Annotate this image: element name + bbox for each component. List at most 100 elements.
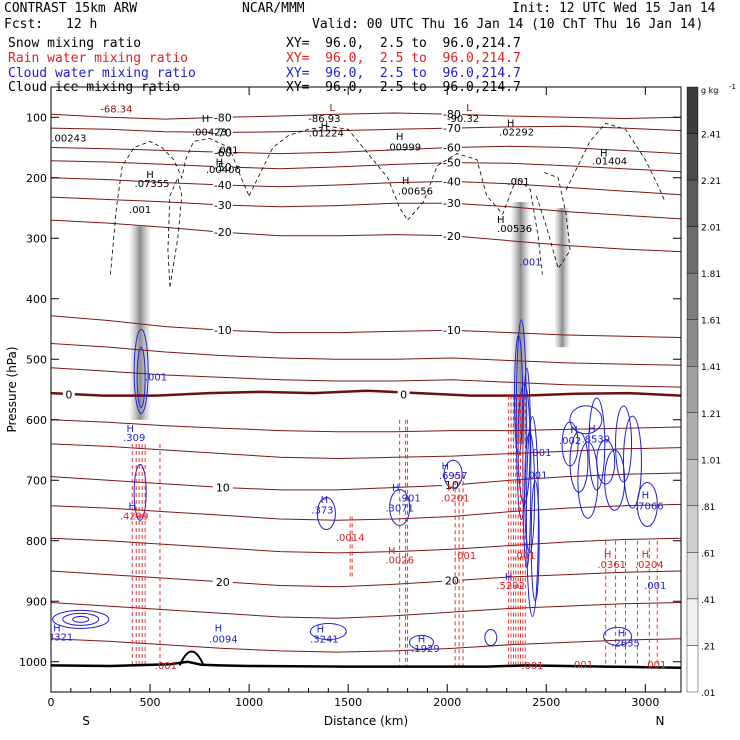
cloud-ice-contour [167, 176, 183, 287]
colorbar-label: .01 [701, 689, 715, 699]
colorbar-segment [686, 133, 699, 181]
contour-label-bg [441, 574, 462, 587]
contour-label-bg [212, 198, 233, 211]
temperature-contour [51, 472, 681, 491]
extremum-label: .00999 [386, 143, 421, 154]
temperature-contour-label: -60 [443, 142, 461, 155]
temperature-contour [51, 537, 681, 554]
extremum-label: H [321, 495, 329, 506]
temperature-contour [51, 112, 681, 120]
extremum-label: H [618, 628, 626, 639]
extremum-label: .00536 [497, 224, 532, 235]
freezing-level-label: 0 [400, 388, 407, 401]
extremum-label: .0361 [597, 560, 626, 571]
extremum-label: H [126, 424, 134, 435]
colorbar-label: 1.01 [701, 456, 721, 466]
terrain-line [51, 660, 681, 670]
contour-label-bg [441, 122, 462, 135]
contour-label-bg [212, 146, 233, 159]
contour-label-bg [212, 226, 233, 239]
extremum-label: .001 [507, 177, 529, 188]
contour-label-bg [212, 179, 233, 192]
temperature-contour [51, 367, 681, 388]
extremum-label: H [507, 118, 515, 129]
temperature-contour [51, 602, 681, 619]
north-end-label: N [656, 714, 665, 728]
extremum-label: H [215, 624, 223, 635]
temperature-contour-label: -80 [443, 108, 461, 121]
extremum-label: .4299 [120, 512, 149, 523]
extremum-label: .8539 [581, 435, 610, 446]
contour-label-bg [441, 156, 462, 169]
cloud-water-contour [72, 615, 90, 623]
extremum-label: .3321 [45, 633, 74, 644]
extremum-label: H [604, 550, 612, 561]
colorbar-segment [686, 412, 699, 460]
temperature-contour-label: -10 [214, 324, 232, 337]
extremum-label: H [418, 634, 426, 645]
temperature-contour [51, 570, 681, 588]
temperature-contour-label: -50 [443, 157, 461, 170]
extremum-label: .3071 [385, 504, 414, 515]
temperature-contour-label: -30 [443, 197, 461, 210]
field-cloud-water: Cloud water mixing ratio [8, 66, 196, 81]
temperature-contour-label: -50 [214, 161, 232, 174]
field-rain: Rain water mixing ratio [8, 51, 189, 66]
model-title: CONTRAST 15km ARW [4, 1, 138, 16]
y-tick-label: 1000 [19, 656, 47, 669]
extremum-label: .001 [216, 146, 238, 157]
temperature-contour-label: -10 [443, 324, 461, 337]
cloud-water-contour [636, 481, 658, 527]
temperature-contour [51, 343, 681, 366]
extremum-label: .001 [519, 257, 541, 268]
cloud-water-contour [588, 397, 606, 491]
contour-label-bg [212, 481, 233, 494]
extremum-label: H [396, 132, 404, 143]
x-tick-label: 1000 [235, 696, 263, 709]
freezing-label-bg [62, 388, 75, 401]
xy-snow: XY= 96.0, 2.5 to 96.0,214.7 [286, 36, 521, 51]
colorbar-segment [686, 598, 699, 646]
shading-column-0 [129, 226, 152, 420]
extremum-label: .01224 [309, 129, 344, 140]
xy-rain: XY= 96.0, 2.5 to 96.0,214.7 [286, 51, 521, 66]
extremum-label: H [642, 550, 650, 561]
extremum-label: .1929 [411, 644, 440, 655]
extremum-label: .2635 [611, 639, 640, 650]
cloud-water-contour [309, 623, 347, 640]
valid-time: Valid: 00 UTC Thu 16 Jan 14 (10 ChT Thu … [312, 17, 704, 32]
extremum-label: .00243 [51, 133, 86, 144]
temperature-contour-label: -40 [443, 175, 461, 188]
temperature-contour [51, 443, 681, 460]
y-tick-label: 600 [26, 414, 47, 427]
x-tick-label: 3000 [631, 696, 659, 709]
plot-frame [50, 86, 682, 693]
cloud-water-contour [133, 463, 147, 521]
south-end-label: S [82, 714, 90, 728]
extremum-label: .001 [525, 470, 547, 481]
shading-column-2 [554, 208, 571, 348]
colorbar-segment [686, 272, 699, 320]
cloud-water-contour [524, 431, 536, 553]
x-tick-label: 1500 [334, 696, 362, 709]
extremum-label: .01404 [592, 156, 627, 167]
temperature-contour-label: -70 [443, 122, 461, 135]
cloud-ice-contour [565, 122, 666, 203]
temperature-contour [51, 219, 681, 253]
extremum-label: H [497, 215, 505, 226]
colorbar-label: 1.21 [701, 410, 721, 420]
extremum-label: -90.32 [447, 114, 479, 125]
extremum-label: H [600, 149, 608, 160]
extremum-label: H [402, 176, 410, 187]
contour-label-bg [441, 175, 462, 188]
extremum-label: H [441, 461, 449, 472]
xy-cloud-water: XY= 96.0, 2.5 to 96.0,214.7 [286, 66, 521, 81]
colorbar-segment [686, 179, 699, 227]
extremum-label: .6957 [439, 471, 468, 482]
y-axis-label: Pressure (hPa) [5, 346, 19, 432]
temperature-contour [51, 196, 681, 220]
colorbar-label: 1.81 [701, 270, 721, 280]
extremum-label: H [570, 425, 578, 436]
colorbar-label: .21 [701, 642, 715, 652]
extremum-label: H [216, 158, 224, 169]
